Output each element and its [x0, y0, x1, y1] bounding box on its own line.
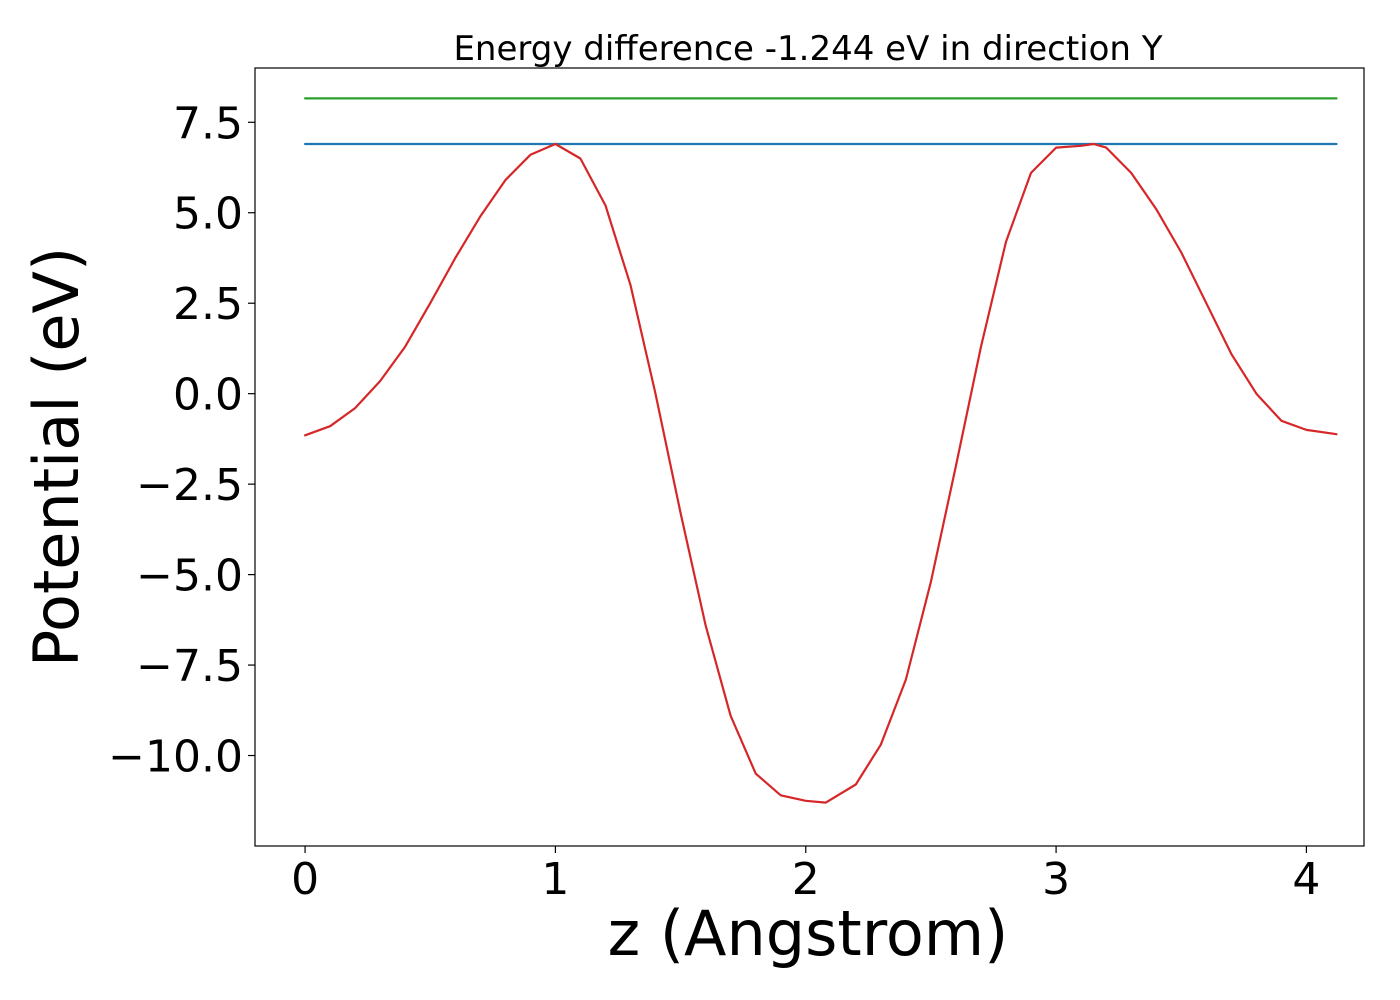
y-tick-label: 2.5	[173, 279, 243, 330]
plot-frame	[254, 67, 1365, 847]
y-tick-label: 0.0	[173, 370, 243, 421]
x-tick-label: 1	[541, 854, 569, 905]
y-tick-label: −7.5	[136, 641, 243, 692]
y-axis: −10.0 −7.5 −5.0 −2.5 0.0 2.5 5.0 7.5	[108, 98, 255, 783]
y-tick-label: −2.5	[136, 460, 243, 511]
y-tick-label: 5.0	[173, 189, 243, 240]
y-tick-label: −5.0	[136, 551, 243, 602]
x-axis-label: z (Angstrom)	[608, 897, 1009, 970]
series-line-2	[304, 142, 1338, 804]
x-axis: 0 1 2 3 4	[291, 846, 1320, 905]
y-axis-label: Potential (eV)	[20, 247, 93, 667]
x-tick-label: 0	[291, 854, 319, 905]
y-tick-label: 7.5	[173, 98, 243, 149]
chart-title: Energy difference -1.244 eV in direction…	[453, 29, 1162, 69]
y-tick-label: −10.0	[108, 732, 243, 783]
x-tick-label: 4	[1292, 854, 1320, 905]
x-tick-label: 3	[1042, 854, 1070, 905]
plot-area	[254, 67, 1365, 847]
series-layer	[304, 97, 1338, 804]
x-tick-label: 2	[792, 854, 820, 905]
